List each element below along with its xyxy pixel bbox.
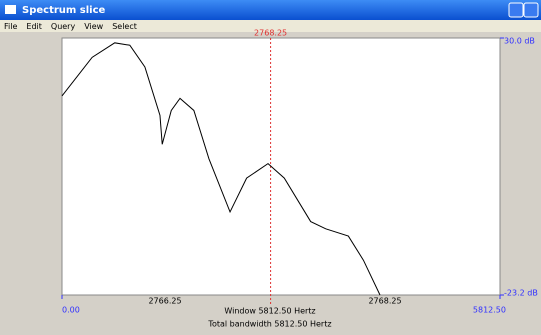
menu-item[interactable]: File [4, 22, 17, 31]
minimize-button[interactable] [509, 3, 523, 17]
menu-item[interactable]: View [84, 22, 103, 31]
menu-item[interactable]: Select [112, 22, 137, 31]
maximize-button[interactable] [524, 3, 538, 17]
app-icon [5, 5, 16, 14]
menu-item[interactable]: Edit [26, 22, 42, 31]
x-tick-label: 5812.50 [473, 306, 506, 315]
bottom-label: 2766.25 [148, 297, 181, 306]
bottom-label: 2768.25 [368, 297, 401, 306]
cursor-label: 2768.25 [254, 29, 287, 38]
window-label: Window 5812.50 Hertz [224, 307, 315, 316]
bandwidth-label: Total bandwidth 5812.50 Hertz [207, 320, 331, 329]
x-tick-label: 0.00 [62, 306, 80, 315]
app-window: Spectrum slice File Edit Query View Select 30… [0, 0, 541, 331]
y-tick-label: -23.2 dB [504, 289, 538, 298]
window-title: Spectrum slice [22, 5, 106, 16]
menu-item[interactable]: Query [51, 22, 76, 31]
plot-area [62, 38, 500, 295]
y-tick-label: 30.0 dB [504, 37, 535, 46]
page: Spectrum slice File Edit Query View Select 30… [0, 0, 541, 331]
